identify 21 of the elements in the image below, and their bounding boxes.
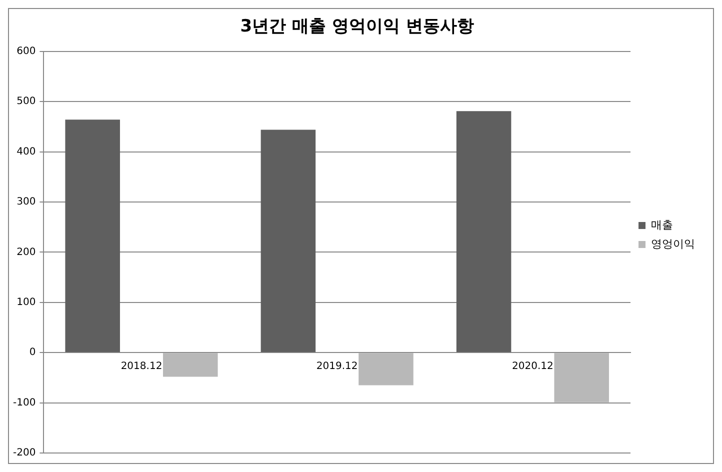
- bar: [65, 120, 120, 352]
- y-tick-label: 100: [16, 296, 36, 308]
- chart-title: 3년간 매출 영억이익 변동사항: [240, 16, 474, 37]
- x-tick-label: 2019.12: [316, 361, 358, 372]
- legend-label: 매출: [651, 218, 673, 232]
- bar: [358, 353, 414, 386]
- y-tick-label: -200: [12, 448, 36, 459]
- y-tick-label: 0: [29, 347, 36, 358]
- y-tick-label: 200: [16, 246, 36, 258]
- y-tick-label: 300: [16, 196, 36, 208]
- x-tick-label: 2018.12: [120, 361, 162, 372]
- legend-label: 영엉이익: [651, 237, 695, 250]
- y-tick-label: 400: [16, 146, 36, 158]
- bar: [554, 353, 609, 402]
- y-tick-label: -100: [12, 397, 36, 408]
- y-tick-label: 500: [16, 96, 36, 108]
- bar: [456, 111, 512, 352]
- bar: [163, 353, 218, 377]
- y-tick-label: 600: [16, 46, 36, 57]
- bar: [260, 130, 316, 352]
- x-tick-label: 2020.12: [512, 361, 554, 372]
